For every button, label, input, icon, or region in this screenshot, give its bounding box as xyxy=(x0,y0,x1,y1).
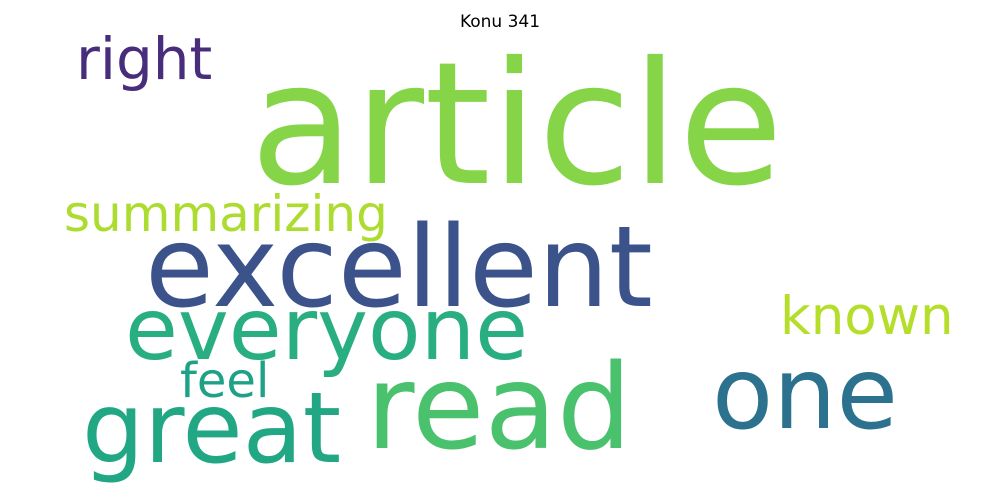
word-read: read xyxy=(366,338,632,476)
word-right: right xyxy=(76,25,213,93)
word-everyone: everyone xyxy=(125,280,528,380)
word-great: great xyxy=(82,372,342,486)
word-article: article xyxy=(250,26,784,224)
word-excellent: excellent xyxy=(145,203,653,333)
word-one: one xyxy=(712,335,899,452)
chart-title: Konu 341 xyxy=(459,12,541,32)
word-summarizing: summarizing xyxy=(64,185,388,243)
word-known: known xyxy=(780,286,954,347)
word-feel: feel xyxy=(180,353,270,409)
